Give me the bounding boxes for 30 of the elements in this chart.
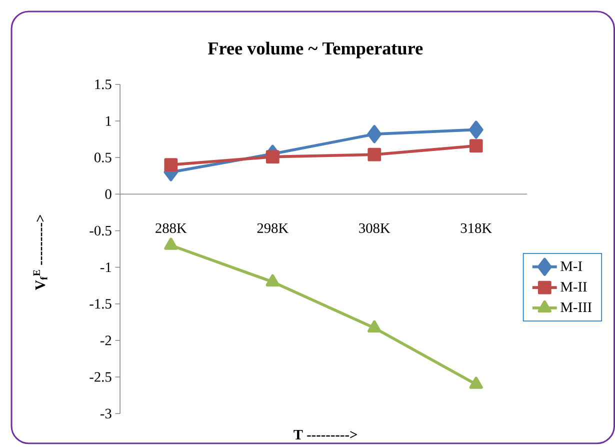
chart-title: Free volume ~ Temperature (208, 42, 423, 58)
y-tick-label: 0.5 (94, 152, 112, 162)
point (266, 150, 280, 164)
y-tick-label: -2 (100, 336, 112, 346)
x-tick-label: 298K (257, 223, 288, 233)
text: V$_{f}$$^{E}$ ---------> (33, 214, 48, 290)
x-axis-title: T ---------> (294, 430, 357, 440)
point (367, 124, 382, 144)
y-tick-label: 1.5 (95, 79, 112, 90)
x-tick-label: 318K (460, 223, 492, 233)
point (468, 120, 484, 139)
x-tick-label: 288K (156, 223, 187, 233)
legend-label: M-II (560, 282, 587, 292)
y-tick-label: -2.5 (90, 372, 112, 382)
point (368, 320, 382, 332)
legend-label: M-III (560, 302, 592, 312)
point (469, 139, 483, 152)
point (469, 376, 483, 389)
legend-label: M-I (560, 261, 582, 271)
y-tick-label: -1 (100, 262, 112, 272)
point (164, 238, 178, 250)
y-tick-label: 1 (106, 116, 112, 126)
point (164, 158, 178, 172)
y-tick-label: 0 (105, 189, 112, 199)
point (266, 274, 280, 286)
y-tick-label: -1.5 (90, 298, 112, 309)
y-tick-label: -0.5 (90, 226, 112, 236)
x-tick-label: 308K (359, 223, 390, 233)
y-tick-label: -3 (100, 408, 112, 418)
point (368, 148, 382, 162)
